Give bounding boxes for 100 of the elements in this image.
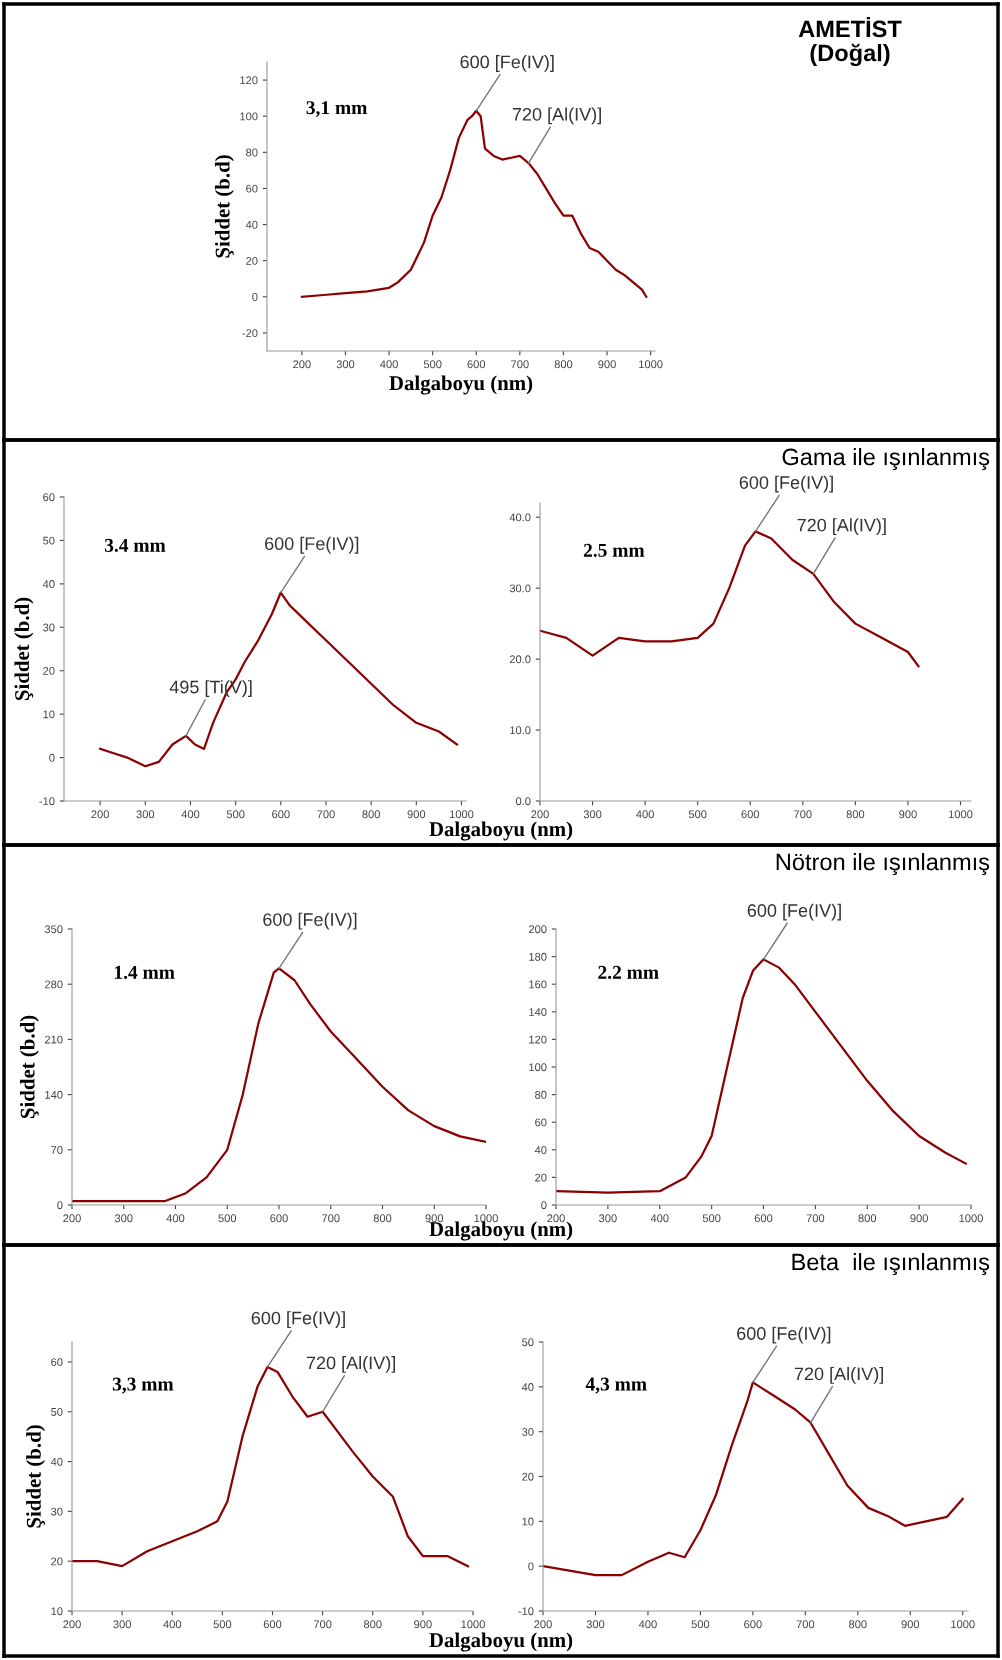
y-tick-label: 160 [529, 980, 547, 989]
y-tick-label: 0 [49, 753, 55, 762]
x-tick-label: 400 [163, 1620, 182, 1629]
x-tick-label: 1000 [461, 1620, 485, 1629]
x-tick-label: 800 [858, 1214, 877, 1223]
x-axis-title: Dalgaboyu (nm) [429, 1221, 573, 1241]
y-tick-label: 40 [50, 1457, 63, 1466]
x-tick-label: 1000 [948, 810, 973, 819]
y-axis-title: Şiddet (b.d) [26, 1425, 46, 1528]
x-tick-label: 900 [910, 1214, 928, 1223]
x-tick-label: 700 [806, 1214, 825, 1223]
y-tick-label: 10 [522, 1517, 534, 1526]
x-tick-label: 1000 [951, 1620, 975, 1629]
y-tick-label: 20 [51, 1557, 63, 1566]
y-tick-label: 210 [44, 1035, 63, 1044]
y-axis-title: Şiddet (b.d) [214, 155, 234, 258]
x-tick-label: 500 [691, 1620, 710, 1629]
x-tick-label: 300 [113, 1620, 131, 1629]
annotation: 3.4 mm [104, 538, 166, 552]
x-tick-label: 1000 [959, 1214, 983, 1223]
text: AMETİST (Doğal) [798, 16, 902, 67]
x-tick-label: 800 [363, 1620, 382, 1629]
y-tick-label: 0 [252, 293, 258, 301]
y-tick-label: 280 [44, 980, 63, 989]
y-tick-label: 80 [535, 1090, 547, 1099]
y-tick-label: 0 [541, 1201, 547, 1210]
y-tick-label: 20.0 [509, 655, 531, 664]
x-tick-label: 500 [423, 360, 442, 369]
chart-title: Nötron ile ışınlanmış [776, 853, 990, 876]
annotation: 720 [Al(IV)] [512, 107, 601, 125]
x-tick-label: 600 [754, 1214, 773, 1223]
annotation: 720 [Al(IV)] [794, 1366, 883, 1384]
x-axis-title: Dalgaboyu (nm) [429, 821, 573, 841]
y-axis-title: Şiddet (b.d) [14, 597, 34, 700]
x-tick-label: 1000 [474, 1214, 498, 1223]
x-tick-label: 400 [638, 1620, 657, 1629]
x-tick-label: 400 [636, 810, 654, 819]
x-tick-label: 200 [63, 1214, 81, 1223]
x-tick-label: 400 [181, 810, 200, 819]
x-tick-label: 900 [598, 360, 616, 369]
chart-title: Beta ile ışınlanmış [792, 1253, 990, 1276]
annotation: 600 [Fe(IV)] [460, 55, 554, 72]
x-tick-label: 900 [901, 1620, 920, 1629]
annotation: 4,3 mm [585, 1377, 647, 1394]
y-tick-label: 40 [42, 580, 55, 588]
x-tick-label: 400 [650, 1214, 669, 1223]
y-tick-label: 180 [529, 952, 547, 961]
y-tick-label: 20 [43, 666, 55, 675]
annotation: 720 [Al(IV)] [306, 1356, 395, 1373]
y-tick-label: 30 [43, 623, 55, 632]
y-tick-label: 80 [246, 148, 258, 157]
x-tick-label: 1000 [449, 810, 474, 819]
x-tick-label: 600 [270, 1214, 288, 1223]
y-tick-label: 350 [44, 925, 63, 934]
x-tick-label: 800 [373, 1214, 392, 1223]
y-tick-label: 50 [43, 536, 55, 545]
y-tick-label: 50 [51, 1408, 63, 1416]
y-tick-label: 60 [43, 493, 55, 502]
x-tick-label: 600 [741, 810, 760, 819]
x-tick-label: 700 [796, 1620, 815, 1629]
y-tick-label: 140 [529, 1008, 547, 1016]
annotation: 1.4 mm [114, 965, 175, 979]
y-tick-label: 60 [535, 1118, 547, 1127]
x-tick-label: 300 [114, 1214, 133, 1223]
x-tick-label: 1000 [639, 360, 663, 369]
line-series [556, 958, 967, 1194]
y-tick-label: -20 [242, 329, 258, 338]
x-tick-label: 300 [586, 1620, 605, 1629]
x-tick-label: 900 [899, 810, 917, 819]
x-tick-label: 800 [554, 360, 573, 369]
y-tick-label: 140 [45, 1090, 63, 1099]
x-tick-label: 700 [511, 360, 529, 369]
x-tick-label: 500 [702, 1214, 721, 1223]
annotation: 720 [Al(IV)] [797, 518, 886, 536]
annotation: 600 [Fe(IV)] [739, 475, 833, 493]
chart-title: Gama ile ışınlanmış [782, 448, 990, 471]
y-tick-label: 20 [522, 1472, 534, 1481]
y-tick-label: 10 [43, 710, 55, 719]
x-tick-label: 900 [407, 810, 426, 819]
annotation: 3,1 mm [306, 101, 368, 118]
annotation: 600 [Fe(IV)] [737, 1326, 831, 1344]
y-tick-label: 30 [51, 1507, 63, 1516]
annotation: 600 [Fe(IV)] [265, 536, 359, 554]
y-tick-label: 0.0 [515, 797, 531, 806]
y-tick-label: 60 [246, 184, 258, 193]
x-tick-label: 200 [293, 360, 311, 369]
x-tick-label: 700 [794, 810, 812, 819]
line-series [99, 591, 459, 768]
y-tick-label: 40 [245, 220, 258, 229]
x-tick-label: 900 [425, 1214, 444, 1223]
y-tick-label: 30.0 [509, 584, 531, 593]
x-tick-label: 600 [744, 1620, 762, 1629]
y-tick-label: 70 [51, 1146, 63, 1154]
x-tick-label: 400 [166, 1214, 185, 1223]
y-tick-label: 40 [534, 1146, 547, 1154]
x-axis-title: Dalgaboyu (nm) [429, 1632, 573, 1652]
x-tick-label: 700 [317, 810, 335, 819]
x-tick-label: 600 [263, 1620, 282, 1629]
x-axis-title: Dalgaboyu (nm) [389, 375, 533, 395]
y-tick-label: 100 [240, 112, 258, 121]
